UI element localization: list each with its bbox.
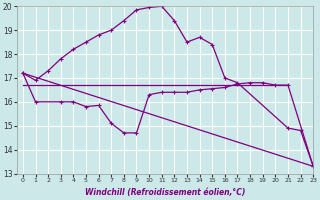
X-axis label: Windchill (Refroidissement éolien,°C): Windchill (Refroidissement éolien,°C)	[85, 188, 245, 197]
